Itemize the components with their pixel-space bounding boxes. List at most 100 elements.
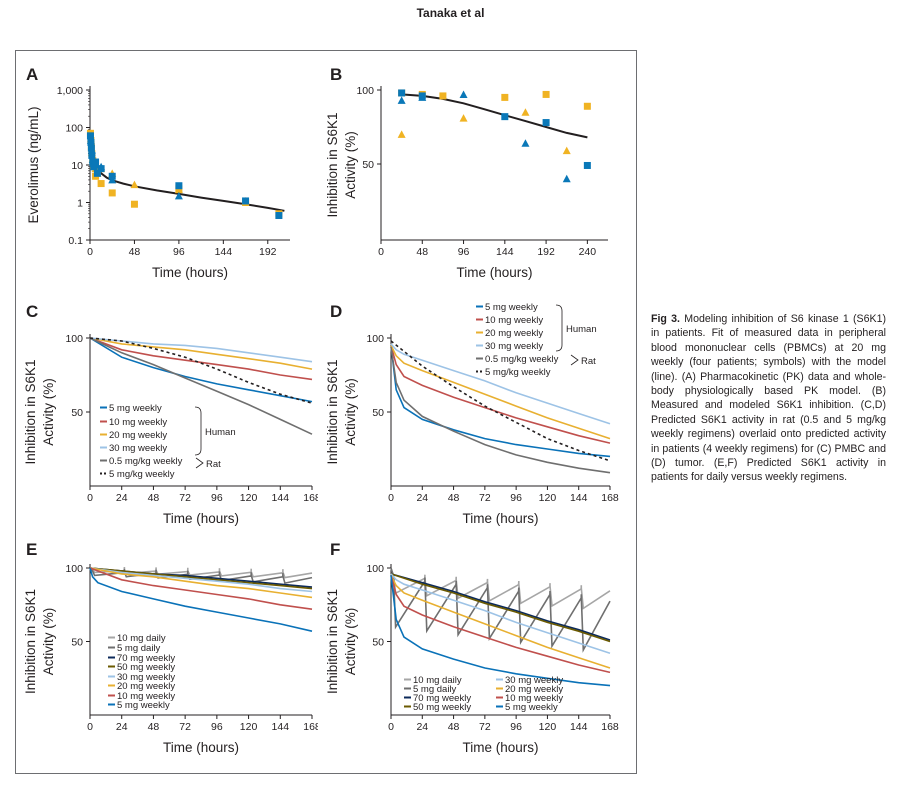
x-tick-label: 96 — [458, 246, 470, 258]
data-point — [88, 151, 96, 159]
x-tick-label: 192 — [259, 246, 277, 258]
legend-label: 5 mg weekly — [485, 302, 538, 313]
x-tick-label: 96 — [173, 246, 185, 258]
x-tick-label: 24 — [416, 492, 428, 504]
series-line — [390, 345, 611, 444]
legend-label: 50 mg weekly — [117, 662, 175, 673]
series-line — [89, 566, 313, 579]
data-point — [87, 146, 96, 154]
legend-label: 5 mg weekly — [505, 702, 558, 713]
x-tick-label: 168 — [303, 492, 318, 504]
x-tick-label: 72 — [479, 492, 491, 504]
y-tick-label: 50 — [71, 637, 83, 649]
legend-bracket — [194, 406, 202, 456]
panel-d-chart: D 50 100 0 24 48 72 96 120 144 168 Time (hours) Inhi… — [325, 302, 619, 526]
data-point — [174, 191, 183, 200]
data-point — [562, 146, 571, 155]
legend-label: 10 mg weekly — [117, 691, 175, 702]
y-tick-label: 0.1 — [68, 235, 83, 247]
y-tick-label: 100 — [366, 333, 384, 345]
x-tick-label: 120 — [539, 721, 557, 733]
data-point — [130, 200, 138, 208]
y-tick-label: 100 — [65, 123, 83, 135]
x-tick-label: 144 — [215, 246, 233, 258]
figure-frame — [15, 50, 637, 774]
legend-rat-label: Rat — [581, 356, 596, 367]
legend-label: 5 mg/kg weekly — [109, 469, 175, 480]
legend-label: 10 mg weekly — [109, 417, 167, 428]
series-line — [390, 575, 611, 687]
caption-text: Modeling inhibition of S6 kinase 1 (S6K1… — [651, 313, 886, 484]
y-tick-label: 100 — [65, 563, 83, 575]
x-tick-label: 72 — [179, 492, 191, 504]
data-point — [242, 197, 250, 205]
x-tick-label: 72 — [479, 721, 491, 733]
series-line — [390, 573, 611, 641]
legend-group-label: Human — [566, 324, 597, 335]
x-tick-label: 96 — [211, 492, 223, 504]
legend-bracket — [555, 304, 563, 352]
data-point — [397, 96, 406, 104]
y-axis-title-line: Inhibition in S6K1 — [23, 589, 38, 694]
series-line — [390, 573, 611, 643]
x-tick-label: 24 — [116, 492, 128, 504]
x-tick-label: 96 — [510, 721, 522, 733]
y-axis-title-line: Activity (%) — [41, 378, 56, 446]
data-point — [583, 102, 591, 110]
series-line — [89, 567, 313, 610]
x-tick-label: 144 — [496, 246, 514, 258]
legend: 5 mg weekly 10 mg weekly 20 mg weekly 30 mg… — [100, 403, 236, 480]
data-point — [542, 119, 550, 127]
x-axis-title: Time (hours) — [456, 265, 532, 280]
x-axis-title: Time (hours) — [462, 511, 538, 526]
data-point — [97, 180, 105, 188]
series-line — [89, 567, 313, 599]
data-point — [91, 161, 100, 169]
data-point — [175, 182, 183, 190]
y-axis-title-line: Activity (%) — [343, 608, 358, 676]
series-line — [390, 345, 611, 458]
data-point — [521, 108, 530, 116]
legend-rat-bracket — [195, 457, 204, 469]
series-line — [89, 337, 313, 370]
y-tick-label: 50 — [362, 159, 374, 171]
data-point — [86, 136, 95, 145]
x-tick-label: 144 — [570, 721, 588, 733]
x-tick-label: 144 — [272, 492, 290, 504]
data-point — [93, 169, 101, 177]
x-axis-title: Time (hours) — [163, 511, 239, 526]
y-tick-label: 100 — [65, 333, 83, 345]
data-point — [275, 212, 283, 220]
data-point — [439, 92, 447, 100]
legend-label: 5 mg/kg weekly — [485, 367, 551, 378]
series-line — [390, 575, 611, 669]
x-tick-label: 48 — [129, 246, 141, 258]
legend-label: 5 mg daily — [413, 684, 457, 695]
x-tick-label: 0 — [388, 721, 394, 733]
legend-label: 20 mg weekly — [485, 328, 543, 339]
x-axis-title: Time (hours) — [163, 740, 239, 755]
legend-label: 0.5 mg/kg weekly — [485, 354, 559, 365]
x-tick-label: 168 — [601, 721, 619, 733]
series-line — [89, 567, 313, 632]
series-line — [390, 346, 611, 474]
y-axis-title-line: Inhibition in S6K1 — [325, 112, 340, 217]
legend-label: 30 mg weekly — [109, 443, 167, 454]
legend-label: 30 mg weekly — [485, 341, 543, 352]
x-axis-title: Time (hours) — [152, 265, 228, 280]
panel-c-chart: C 50 100 0 24 48 72 96 120 144 168 Time (hours) Inhi… — [23, 302, 318, 526]
x-tick-label: 0 — [87, 492, 93, 504]
caption-label: Fig 3. — [651, 313, 680, 325]
x-tick-label: 192 — [537, 246, 555, 258]
legend-label: 30 mg weekly — [117, 672, 175, 683]
x-tick-label: 48 — [448, 492, 460, 504]
data-point — [86, 132, 94, 140]
data-point — [459, 114, 468, 122]
x-tick-label: 0 — [388, 492, 394, 504]
series-line — [89, 567, 313, 593]
legend-label: 5 mg daily — [117, 643, 161, 654]
x-tick-label: 24 — [416, 721, 428, 733]
x-tick-label: 0 — [87, 721, 93, 733]
